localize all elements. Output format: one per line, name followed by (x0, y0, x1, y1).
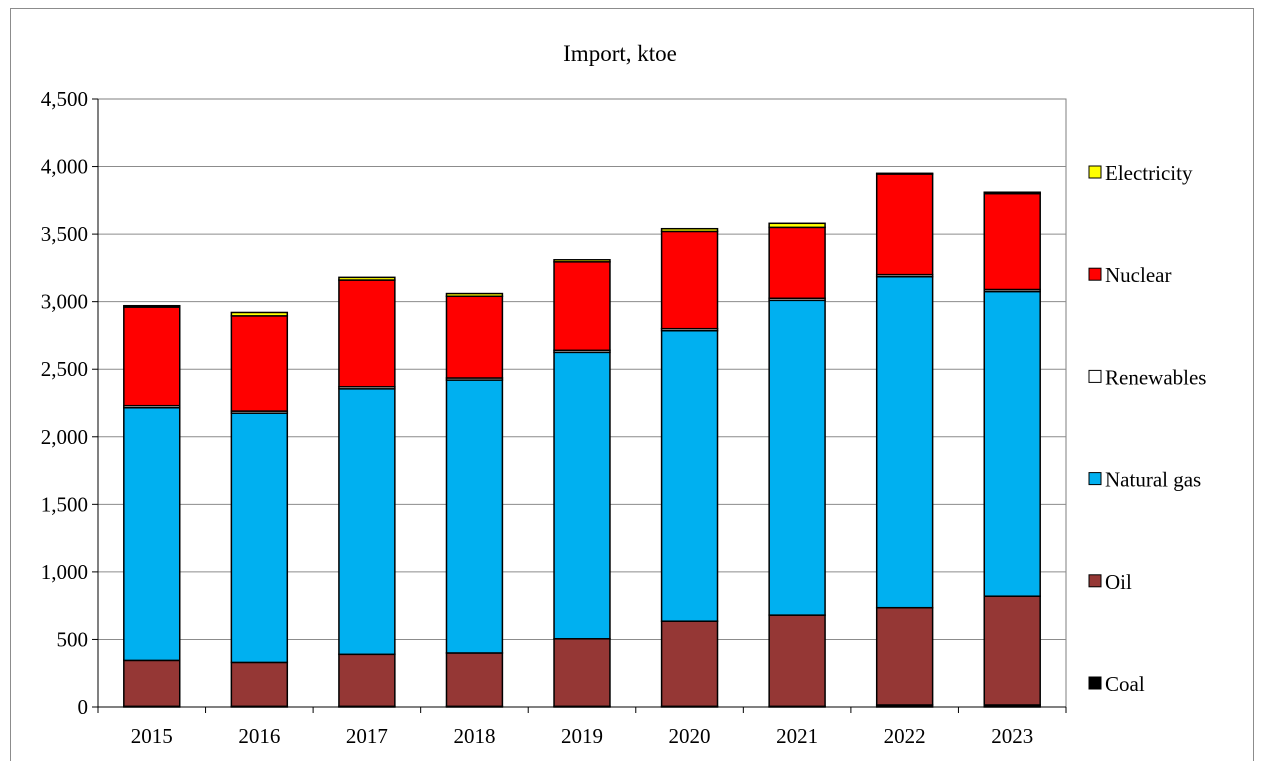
legend-label-electricity: Electricity (1105, 161, 1193, 185)
bar-segment-oil (768, 614, 826, 708)
legend-swatch-oil (1088, 574, 1102, 588)
x-tick-label: 2018 (453, 724, 495, 748)
bar-segment-electricity (445, 292, 504, 298)
bar-segment-natural-gas (230, 412, 289, 664)
y-tick-label: 3,500 (41, 222, 88, 246)
legend-item-natural-gas: Natural gas (1088, 468, 1201, 492)
bar-segment-natural-gas (983, 290, 1041, 597)
legend-label-renewables: Renewables (1105, 365, 1206, 389)
bar-segment-oil (445, 652, 504, 708)
y-tick-label: 0 (78, 695, 89, 719)
chart-title: Import, ktoe (563, 41, 677, 66)
bar-segment-electricity (230, 311, 289, 317)
legend-item-renewables: Renewables (1088, 365, 1206, 389)
axes: 0 500 1,000 1,500 2,000 2,500 3,000 3,500 4,000 4… (41, 87, 1067, 748)
legend-item-nuclear: Nuclear (1088, 263, 1171, 287)
legend-item-oil: Oil (1088, 570, 1132, 594)
bar-segment-natural-gas (123, 406, 181, 662)
bar-segment-natural-gas (660, 329, 719, 622)
x-tick-label: 2016 (238, 724, 280, 748)
legend: Electricity Nuclear Renewables Natural gas O… (1088, 161, 1206, 696)
bars (123, 172, 1041, 708)
bar-segment-natural-gas (338, 388, 396, 656)
y-tick-label: 500 (57, 627, 89, 651)
legend-item-coal: Coal (1088, 672, 1145, 696)
import-chart: Import, ktoe 0 500 1,000 1,500 2,000 2,500 3,0… (41, 41, 1207, 748)
y-tick-label: 3,000 (41, 290, 88, 314)
bar-segment-oil (660, 620, 719, 708)
bar-segment-oil (338, 653, 396, 708)
bar-segment-electricity (875, 172, 934, 175)
legend-label-natural-gas: Natural gas (1105, 468, 1201, 492)
legend-label-coal: Coal (1105, 672, 1145, 696)
legend-label-nuclear: Nuclear (1105, 263, 1171, 287)
bar-segment-nuclear (445, 295, 504, 379)
x-tick-label: 2019 (561, 724, 603, 748)
bar-segment-nuclear (338, 279, 396, 388)
x-tick-label: 2021 (776, 724, 818, 748)
bar-segment-oil (123, 659, 181, 708)
bar-segment-electricity (338, 276, 396, 281)
legend-label-oil: Oil (1105, 570, 1132, 594)
legend-swatch-renewables (1088, 369, 1102, 383)
bar-segment-oil (983, 595, 1041, 706)
bar-segment-electricity (123, 304, 181, 308)
legend-swatch-nuclear (1088, 267, 1102, 281)
bar-segment-electricity (553, 259, 611, 263)
x-tick-label: 2023 (991, 724, 1033, 748)
legend-item-electricity: Electricity (1088, 161, 1193, 185)
bar-segment-nuclear (230, 315, 289, 412)
x-tick-label: 2020 (669, 724, 711, 748)
y-tick-label: 4,000 (41, 155, 88, 179)
y-tick-label: 2,000 (41, 425, 88, 449)
bar-segment-nuclear (660, 230, 719, 330)
bar-segment-nuclear (875, 173, 934, 276)
bar-segment-natural-gas (553, 351, 611, 640)
bar-segment-natural-gas (875, 275, 934, 609)
x-tick-label: 2022 (884, 724, 926, 748)
bar-segment-natural-gas (445, 379, 504, 654)
legend-swatch-electricity (1088, 165, 1102, 179)
bar-segment-electricity (660, 227, 719, 233)
chart-frame: Import, ktoe 0 500 1,000 1,500 2,000 2,500 3,0… (10, 8, 1254, 761)
bar-segment-electricity (983, 191, 1041, 195)
bar-segment-oil (875, 606, 934, 706)
y-tick-label: 4,500 (41, 87, 88, 111)
bar-segment-electricity (768, 222, 826, 229)
x-tick-label: 2017 (346, 724, 388, 748)
y-tick-label: 2,500 (41, 357, 88, 381)
bar-segment-nuclear (983, 192, 1041, 291)
y-tick-label: 1,000 (41, 560, 88, 584)
bar-segment-oil (230, 661, 289, 708)
y-tick-label: 1,500 (41, 492, 88, 516)
legend-swatch-natural-gas (1088, 472, 1102, 486)
bar-segment-nuclear (553, 261, 611, 352)
bar-segment-nuclear (768, 226, 826, 300)
bar-segment-natural-gas (768, 299, 826, 616)
x-tick-label: 2015 (131, 724, 173, 748)
bar-segment-nuclear (123, 306, 181, 407)
legend-swatch-coal (1088, 676, 1102, 690)
bar-segment-oil (553, 638, 611, 708)
